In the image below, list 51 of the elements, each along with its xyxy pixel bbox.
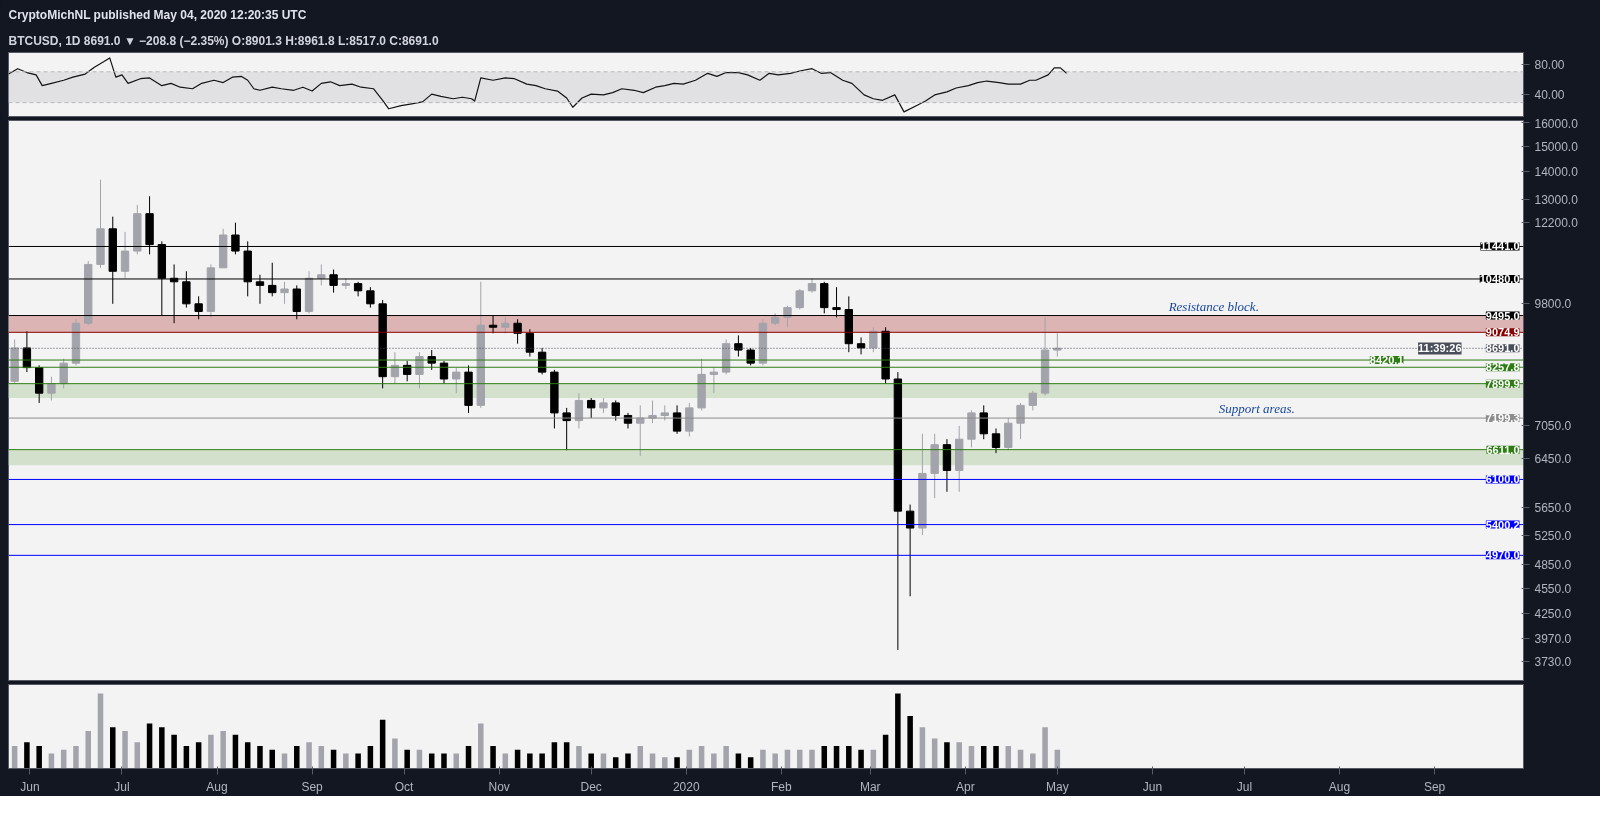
ref-line-label: 7899.9 bbox=[1485, 377, 1520, 390]
y-tick-label: 5250.0 bbox=[1534, 528, 1572, 543]
x-tick-label: Oct bbox=[394, 779, 415, 794]
x-tick-label: Aug bbox=[1328, 779, 1351, 794]
x-tick-label: Feb bbox=[771, 779, 792, 794]
y-tick-label: 9800.0 bbox=[1534, 297, 1572, 312]
ref-line-label: 6611.0 bbox=[1486, 443, 1520, 456]
x-tick-label: Mar bbox=[859, 779, 881, 794]
x-tick-label: Sep bbox=[1423, 779, 1446, 794]
x-tick-label: Nov bbox=[488, 779, 510, 794]
annotation: Support areas. bbox=[1218, 401, 1295, 417]
y-tick-label: 7050.0 bbox=[1534, 419, 1572, 434]
chart-subtitle: BTCUSD, 1D 8691.0 ▼ −208.8 (−2.35%) O:8901.3 H:8961.8 L:8517.0 C:8691.0 bbox=[8, 33, 439, 48]
x-tick-label: Apr bbox=[956, 779, 975, 794]
y-tick-label: 4850.0 bbox=[1534, 557, 1572, 572]
y-tick-label: 14000.0 bbox=[1534, 165, 1579, 180]
ref-line-label: 10480.0 bbox=[1479, 272, 1520, 285]
ref-line-label: 9074.9 bbox=[1485, 326, 1520, 339]
ref-line-label: 6100.0 bbox=[1485, 473, 1520, 486]
ref-line-label: 5400.2 bbox=[1485, 518, 1520, 531]
x-tick-label: Jun bbox=[20, 779, 40, 794]
annotation: 11:39:26 bbox=[1418, 342, 1462, 355]
ref-line-label: 9495.0 bbox=[1485, 309, 1520, 322]
y-tick-label: 13000.0 bbox=[1534, 192, 1579, 207]
y-tick-label: 3730.0 bbox=[1534, 655, 1572, 670]
x-tick-label: Jul bbox=[114, 779, 130, 794]
y-tick-label: 40.00 bbox=[1534, 88, 1565, 103]
y-tick-label: 16000.0 bbox=[1534, 116, 1579, 131]
x-tick-label: Sep bbox=[301, 779, 324, 794]
ref-line-label: 8691.0 bbox=[1485, 342, 1520, 355]
ref-line-label: 8257.8 bbox=[1485, 361, 1520, 374]
x-tick-label: Jul bbox=[1236, 779, 1253, 794]
y-tick-label: 15000.0 bbox=[1534, 139, 1579, 154]
x-tick-label: 2020 bbox=[672, 779, 700, 794]
x-tick-label: Dec bbox=[580, 779, 602, 794]
annotation: Resistance block. bbox=[1167, 298, 1259, 314]
chart-title: CryptoMichNL published May 04, 2020 12:20:35 UTC bbox=[8, 7, 307, 22]
y-tick-label: 4550.0 bbox=[1534, 581, 1572, 596]
y-tick-label: 6450.0 bbox=[1534, 452, 1572, 467]
ref-line-label: 8420.1 bbox=[1369, 354, 1404, 367]
ref-line-label: 4970.0 bbox=[1485, 549, 1520, 562]
x-tick-label: Jun bbox=[1142, 779, 1163, 794]
x-tick-label: Aug bbox=[206, 779, 228, 794]
ref-line-label: 7199.3 bbox=[1485, 412, 1520, 425]
y-tick-label: 80.00 bbox=[1534, 57, 1565, 72]
y-tick-label: 3970.0 bbox=[1534, 632, 1572, 647]
y-tick-label: 4250.0 bbox=[1534, 606, 1572, 621]
y-tick-label: 12200.0 bbox=[1534, 216, 1579, 231]
y-tick-label: 5650.0 bbox=[1534, 501, 1572, 516]
x-tick-label: May bbox=[1046, 779, 1069, 794]
ref-line-label: 11441.0 bbox=[1480, 240, 1520, 253]
